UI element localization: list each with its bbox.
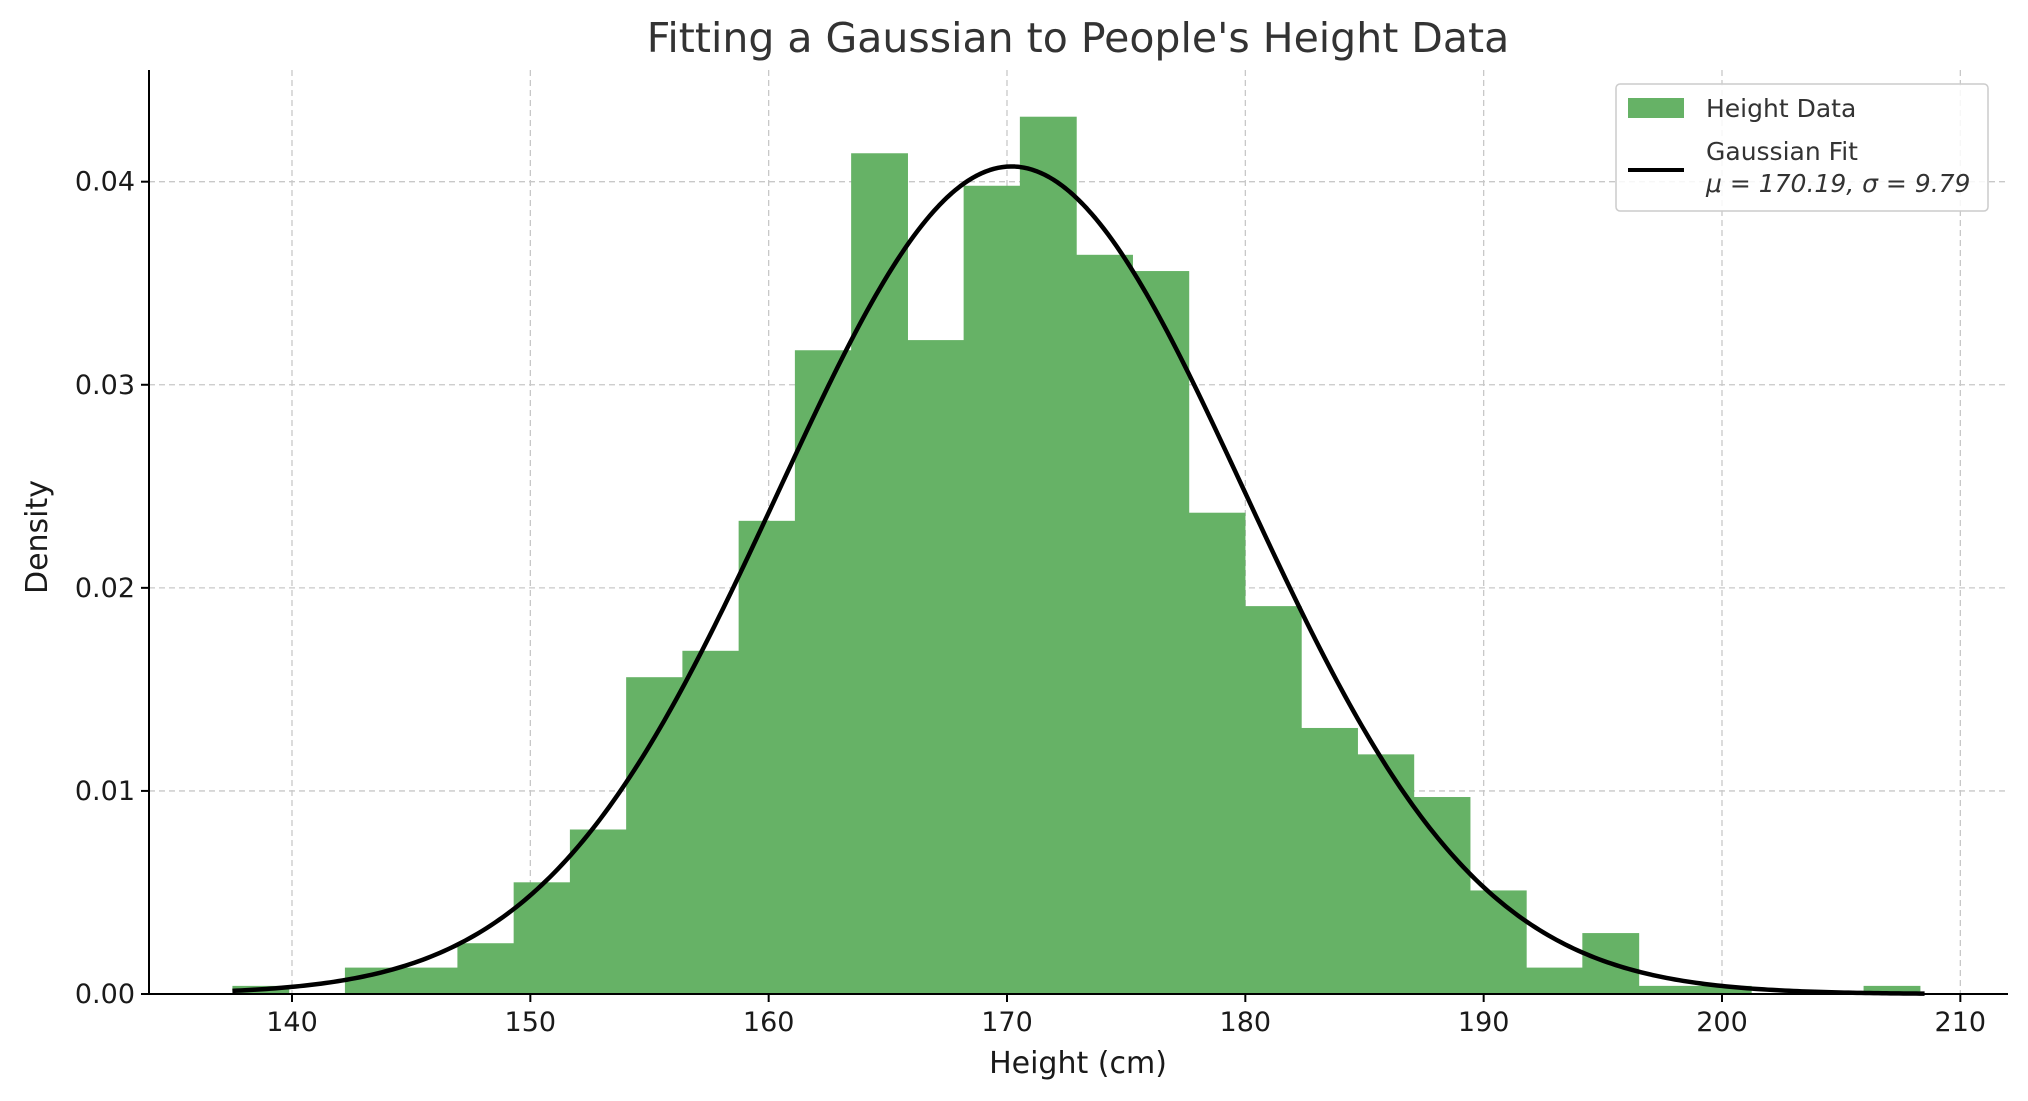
x-tick-label: 170 <box>981 1007 1033 1038</box>
histogram-bar <box>1076 254 1133 995</box>
histogram-bar <box>851 153 908 994</box>
histogram-bar <box>1526 967 1583 994</box>
histogram-bar <box>1638 985 1696 994</box>
y-tick-label: 0.01 <box>75 776 135 807</box>
x-tick-label: 190 <box>1458 1007 1510 1038</box>
x-axis-label: Height (cm) <box>989 1046 1167 1081</box>
histogram-bar <box>1469 890 1527 994</box>
legend-label-gaussian-params: μ = 170.19, σ = 9.79 <box>1705 169 1970 198</box>
histogram-bar <box>344 967 402 994</box>
histogram-bar <box>1019 116 1077 994</box>
x-tick-label: 150 <box>505 1007 557 1038</box>
histogram-bar <box>457 943 515 994</box>
histogram-bar <box>401 967 459 994</box>
histogram-bar <box>1694 985 1752 994</box>
histogram-bar <box>513 882 571 994</box>
x-tick-label: 140 <box>266 1007 318 1038</box>
legend-label-height-data: Height Data <box>1706 94 1856 123</box>
histogram-bar <box>1244 606 1302 994</box>
x-tick-label: 210 <box>1935 1007 1987 1038</box>
histogram-bar <box>1132 271 1190 994</box>
legend-box <box>1615 83 1989 212</box>
histogram-bar <box>963 185 1021 994</box>
y-tick-label: 0.04 <box>75 167 135 198</box>
histogram-bar <box>1188 512 1246 994</box>
legend-swatch-height-data <box>1628 98 1684 118</box>
y-tick-label: 0.00 <box>75 979 135 1010</box>
histogram-bar <box>569 829 627 994</box>
x-tick-label: 180 <box>1220 1007 1272 1038</box>
histogram-bar <box>1413 797 1471 994</box>
histogram-bar <box>1863 985 1921 994</box>
histogram-bar <box>738 520 796 994</box>
x-tick-label: 200 <box>1696 1007 1748 1038</box>
histogram-bar <box>1301 727 1358 994</box>
legend-label-gaussian-fit: Gaussian Fit <box>1706 137 1858 166</box>
histogram-bar <box>1357 754 1415 994</box>
gaussian-curve-layer <box>232 164 1925 996</box>
chart-title: Fitting a Gaussian to People's Height Da… <box>647 14 1509 62</box>
histogram-bar <box>682 650 740 994</box>
histogram-bars <box>232 116 1921 995</box>
gaussian-fit-line <box>232 164 1925 996</box>
histogram-bar <box>794 350 852 994</box>
histogram-bar <box>626 677 683 994</box>
axis-ticks: 140 150 160 170 180 190 200 210 0.00 0.01 0.02 0.03… <box>75 167 1986 1038</box>
y-tick-label: 0.02 <box>75 573 135 604</box>
histogram-bar <box>907 340 965 995</box>
legend: Height Data Gaussian Fit μ = 170.19, σ =… <box>1615 83 1989 212</box>
y-tick-label: 0.03 <box>75 370 135 401</box>
x-tick-label: 160 <box>743 1007 795 1038</box>
y-axis-label: Density <box>20 480 55 594</box>
